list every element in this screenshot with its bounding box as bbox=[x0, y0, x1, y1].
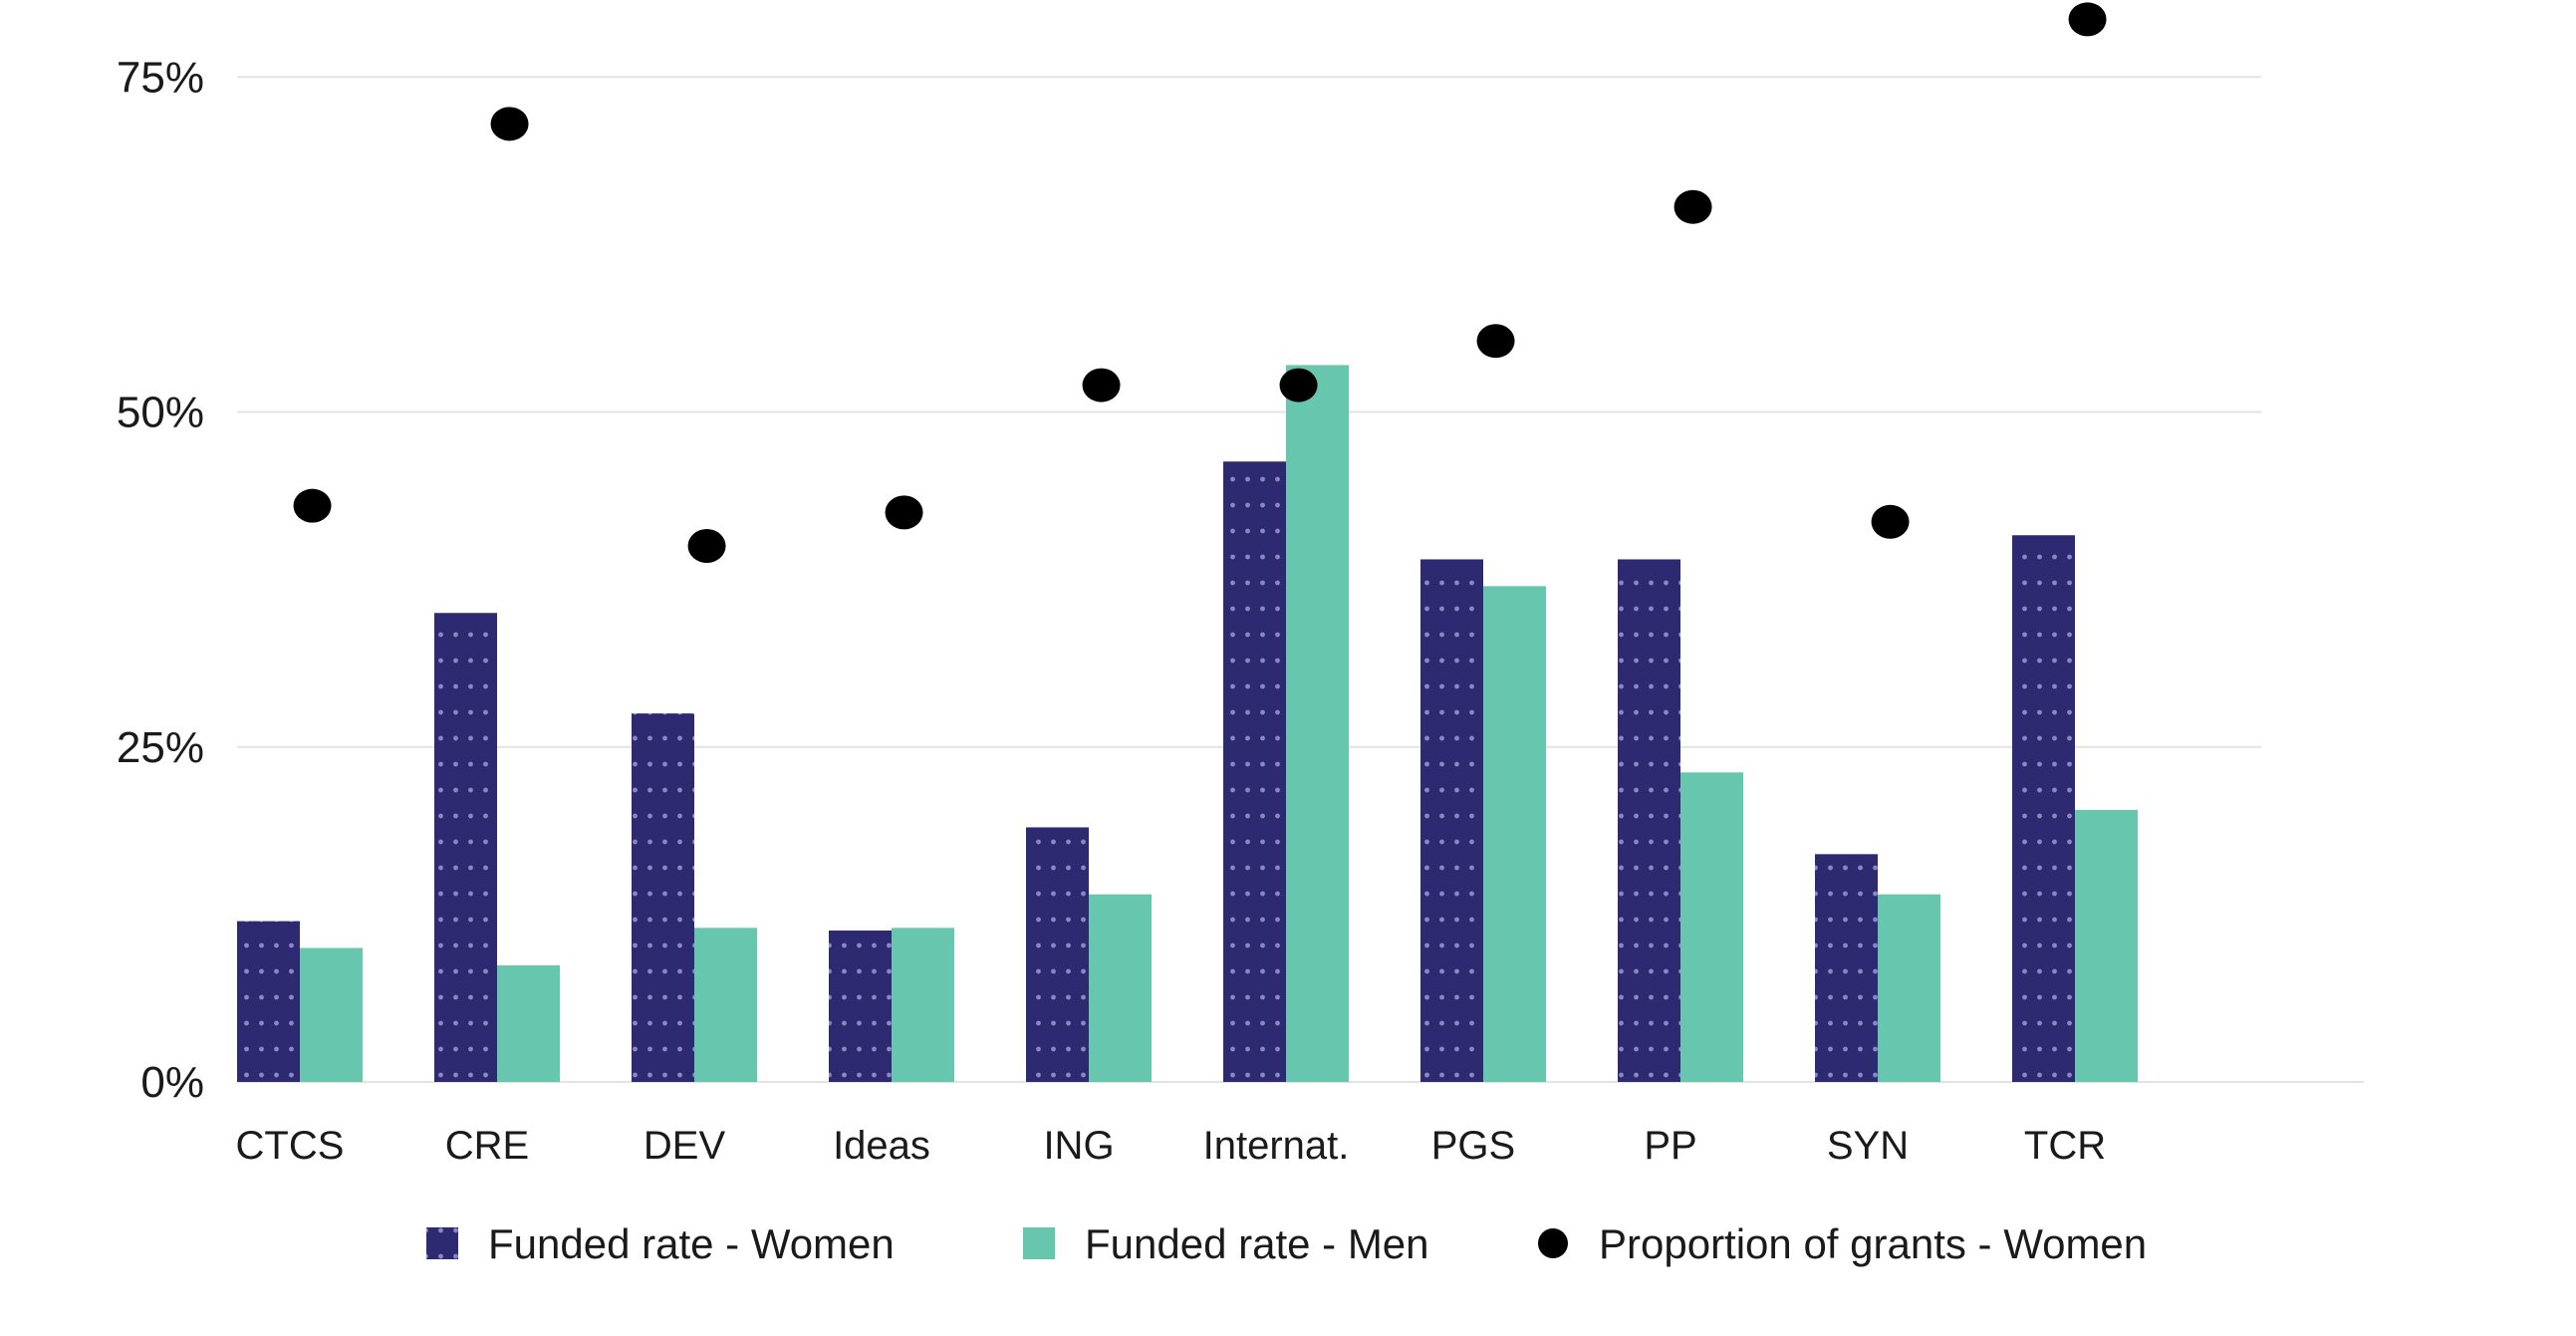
bar-women-ideas bbox=[829, 931, 892, 1082]
legend-swatch bbox=[1023, 1227, 1055, 1259]
bar-men-cre bbox=[497, 964, 560, 1082]
point-proportion-women-pgs bbox=[1476, 324, 1515, 359]
bar-women-ing bbox=[1026, 827, 1089, 1082]
y-tick-label: 75% bbox=[117, 53, 204, 102]
y-axis-tick-labels: 0% 25% 50% 75% bbox=[117, 53, 204, 1107]
bar-women-pgs bbox=[1420, 559, 1483, 1082]
x-category-label: ING bbox=[1043, 1124, 1114, 1168]
bar-men-ideas bbox=[892, 928, 954, 1082]
point-proportion-women-pp bbox=[1674, 189, 1712, 224]
legend-label: Proportion of grants - Women bbox=[1599, 1220, 2147, 1267]
x-category-label: DEV bbox=[644, 1124, 726, 1168]
x-category-label: Ideas bbox=[833, 1124, 930, 1168]
bar-men-tcr bbox=[2075, 809, 2138, 1082]
x-category-label: PGS bbox=[1431, 1124, 1515, 1168]
x-category-label: SYN bbox=[1827, 1124, 1909, 1168]
point-proportion-women-ing bbox=[1082, 368, 1121, 402]
point-proportion-women-cre bbox=[490, 107, 529, 141]
legend-label: Funded rate - Men bbox=[1085, 1220, 1429, 1267]
bar-men-dev bbox=[694, 928, 757, 1082]
bar-men-internat bbox=[1286, 365, 1349, 1082]
point-proportion-women-dev bbox=[687, 529, 726, 563]
bar-men-pp bbox=[1680, 772, 1743, 1082]
x-category-label: CTCS bbox=[236, 1124, 345, 1168]
bar-women-internat bbox=[1223, 461, 1286, 1082]
x-category-label: Internat. bbox=[1203, 1124, 1350, 1168]
x-category-label: PP bbox=[1644, 1124, 1696, 1168]
x-axis-category-labels: CTCS CRE DEV Ideas ING Internat. PGS PP SYN TCR bbox=[236, 1124, 2107, 1168]
bar-women-pp bbox=[1618, 559, 1680, 1082]
y-tick-label: 25% bbox=[117, 723, 204, 772]
legend-label: Funded rate - Women bbox=[488, 1220, 895, 1267]
bar-women-dev bbox=[632, 713, 694, 1082]
bar-women-syn bbox=[1815, 854, 1878, 1082]
bar-women-tcr bbox=[2012, 535, 2075, 1082]
bar-women-ctcs bbox=[237, 921, 300, 1082]
y-tick-label: 50% bbox=[117, 389, 204, 437]
point-proportion-women-ideas bbox=[885, 495, 923, 530]
x-category-label: TCR bbox=[2024, 1124, 2106, 1168]
scatter-points bbox=[293, 2, 2107, 563]
point-proportion-women-internat bbox=[1279, 368, 1318, 402]
bar-men-pgs bbox=[1483, 586, 1546, 1082]
legend: Funded rate - Women Funded rate - Men Prop… bbox=[426, 1220, 2147, 1267]
point-proportion-women-tcr bbox=[2068, 2, 2107, 37]
bar-men-ing bbox=[1089, 894, 1152, 1082]
y-tick-label: 0% bbox=[140, 1058, 204, 1107]
bar-men-ctcs bbox=[300, 947, 363, 1082]
bars bbox=[237, 365, 2138, 1082]
x-category-label: CRE bbox=[445, 1124, 529, 1168]
bar-men-syn bbox=[1878, 894, 1940, 1082]
bar-women-cre bbox=[434, 613, 497, 1082]
legend-swatch bbox=[1538, 1228, 1568, 1258]
legend-swatch bbox=[426, 1227, 458, 1259]
point-proportion-women-ctcs bbox=[293, 488, 332, 523]
point-proportion-women-syn bbox=[1871, 504, 1910, 539]
